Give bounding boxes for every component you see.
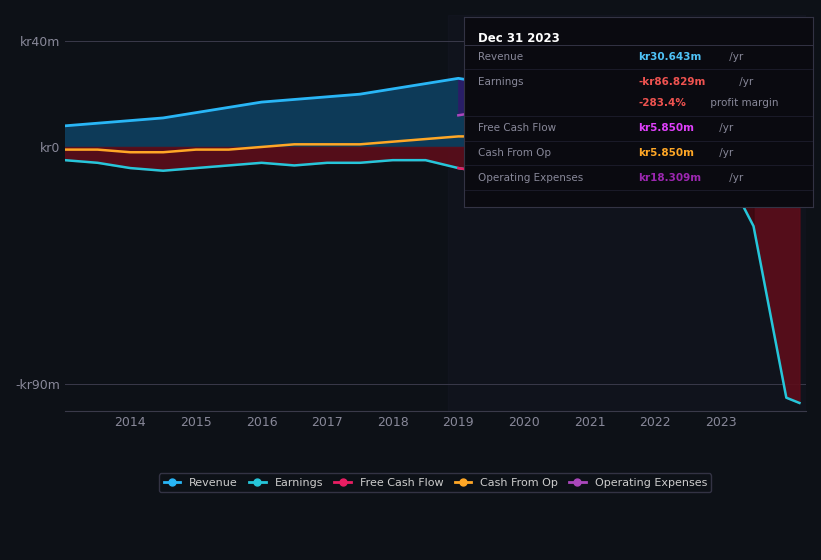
Text: Operating Expenses: Operating Expenses: [478, 172, 583, 183]
Text: -kr86.829m: -kr86.829m: [639, 77, 706, 87]
Text: kr5.850m: kr5.850m: [639, 148, 695, 158]
Text: kr5.850m: kr5.850m: [639, 123, 695, 133]
Text: /yr: /yr: [727, 172, 744, 183]
Text: /yr: /yr: [727, 52, 744, 62]
Text: profit margin: profit margin: [707, 99, 778, 109]
Text: Earnings: Earnings: [478, 77, 523, 87]
Text: Cash From Op: Cash From Op: [478, 148, 551, 158]
Text: /yr: /yr: [717, 123, 734, 133]
Text: kr30.643m: kr30.643m: [639, 52, 702, 62]
Text: Free Cash Flow: Free Cash Flow: [478, 123, 556, 133]
Text: -283.4%: -283.4%: [639, 99, 686, 109]
Text: Revenue: Revenue: [478, 52, 523, 62]
Legend: Revenue, Earnings, Free Cash Flow, Cash From Op, Operating Expenses: Revenue, Earnings, Free Cash Flow, Cash …: [159, 473, 712, 492]
Text: kr18.309m: kr18.309m: [639, 172, 701, 183]
Text: Dec 31 2023: Dec 31 2023: [478, 32, 560, 45]
Text: /yr: /yr: [717, 148, 734, 158]
Bar: [448, 15, 806, 411]
Text: /yr: /yr: [736, 77, 754, 87]
